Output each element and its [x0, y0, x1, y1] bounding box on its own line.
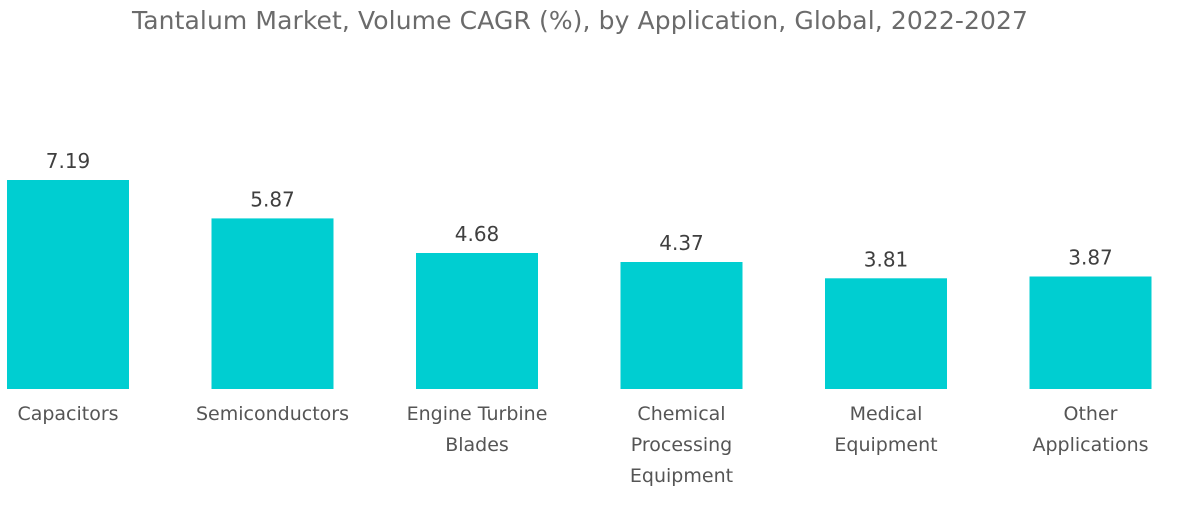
- category-label-line: Semiconductors: [196, 403, 349, 425]
- category-label-line: Applications: [1032, 434, 1148, 456]
- value-label-2: 4.68: [455, 222, 500, 246]
- category-label-line: Medical: [850, 403, 923, 425]
- category-label-line: Chemical: [637, 403, 725, 425]
- category-label-5: Other Applications: [1032, 403, 1148, 456]
- value-label-1: 5.87: [250, 187, 295, 211]
- category-label-2: Engine Turbine Blades: [407, 403, 548, 456]
- bar-5: [1029, 276, 1152, 389]
- category-label-4: Medical Equipment: [834, 403, 937, 456]
- chart-title: Tantalum Market, Volume CAGR (%), by App…: [131, 6, 1029, 35]
- value-label-4: 3.81: [864, 247, 909, 271]
- bar-3: [620, 262, 743, 389]
- value-labels-layer: 7.19 5.87 4.68 4.37 3.81 3.87: [46, 149, 1113, 271]
- value-label-0: 7.19: [46, 149, 91, 173]
- bars-layer: [7, 180, 1152, 389]
- category-label-1: Semiconductors: [196, 403, 349, 425]
- category-label-line: Capacitors: [17, 403, 118, 425]
- category-label-0: Capacitors: [17, 403, 118, 425]
- value-label-3: 4.37: [659, 231, 704, 255]
- bar-4: [825, 278, 947, 389]
- bar-2: [416, 253, 538, 389]
- value-label-5: 3.87: [1068, 246, 1113, 270]
- category-label-line: Equipment: [834, 434, 937, 456]
- category-label-3: Chemical Processing Equipment: [630, 403, 733, 487]
- category-label-line: Equipment: [630, 465, 733, 487]
- category-labels-layer: Capacitors Semiconductors Engine Turbine Bl…: [17, 403, 1148, 487]
- category-label-line: Blades: [445, 434, 509, 456]
- category-label-line: Engine Turbine: [407, 403, 548, 425]
- category-label-line: Processing: [631, 434, 732, 456]
- bar-1: [211, 218, 334, 389]
- bar-0: [7, 180, 129, 389]
- category-label-line: Other: [1064, 403, 1118, 425]
